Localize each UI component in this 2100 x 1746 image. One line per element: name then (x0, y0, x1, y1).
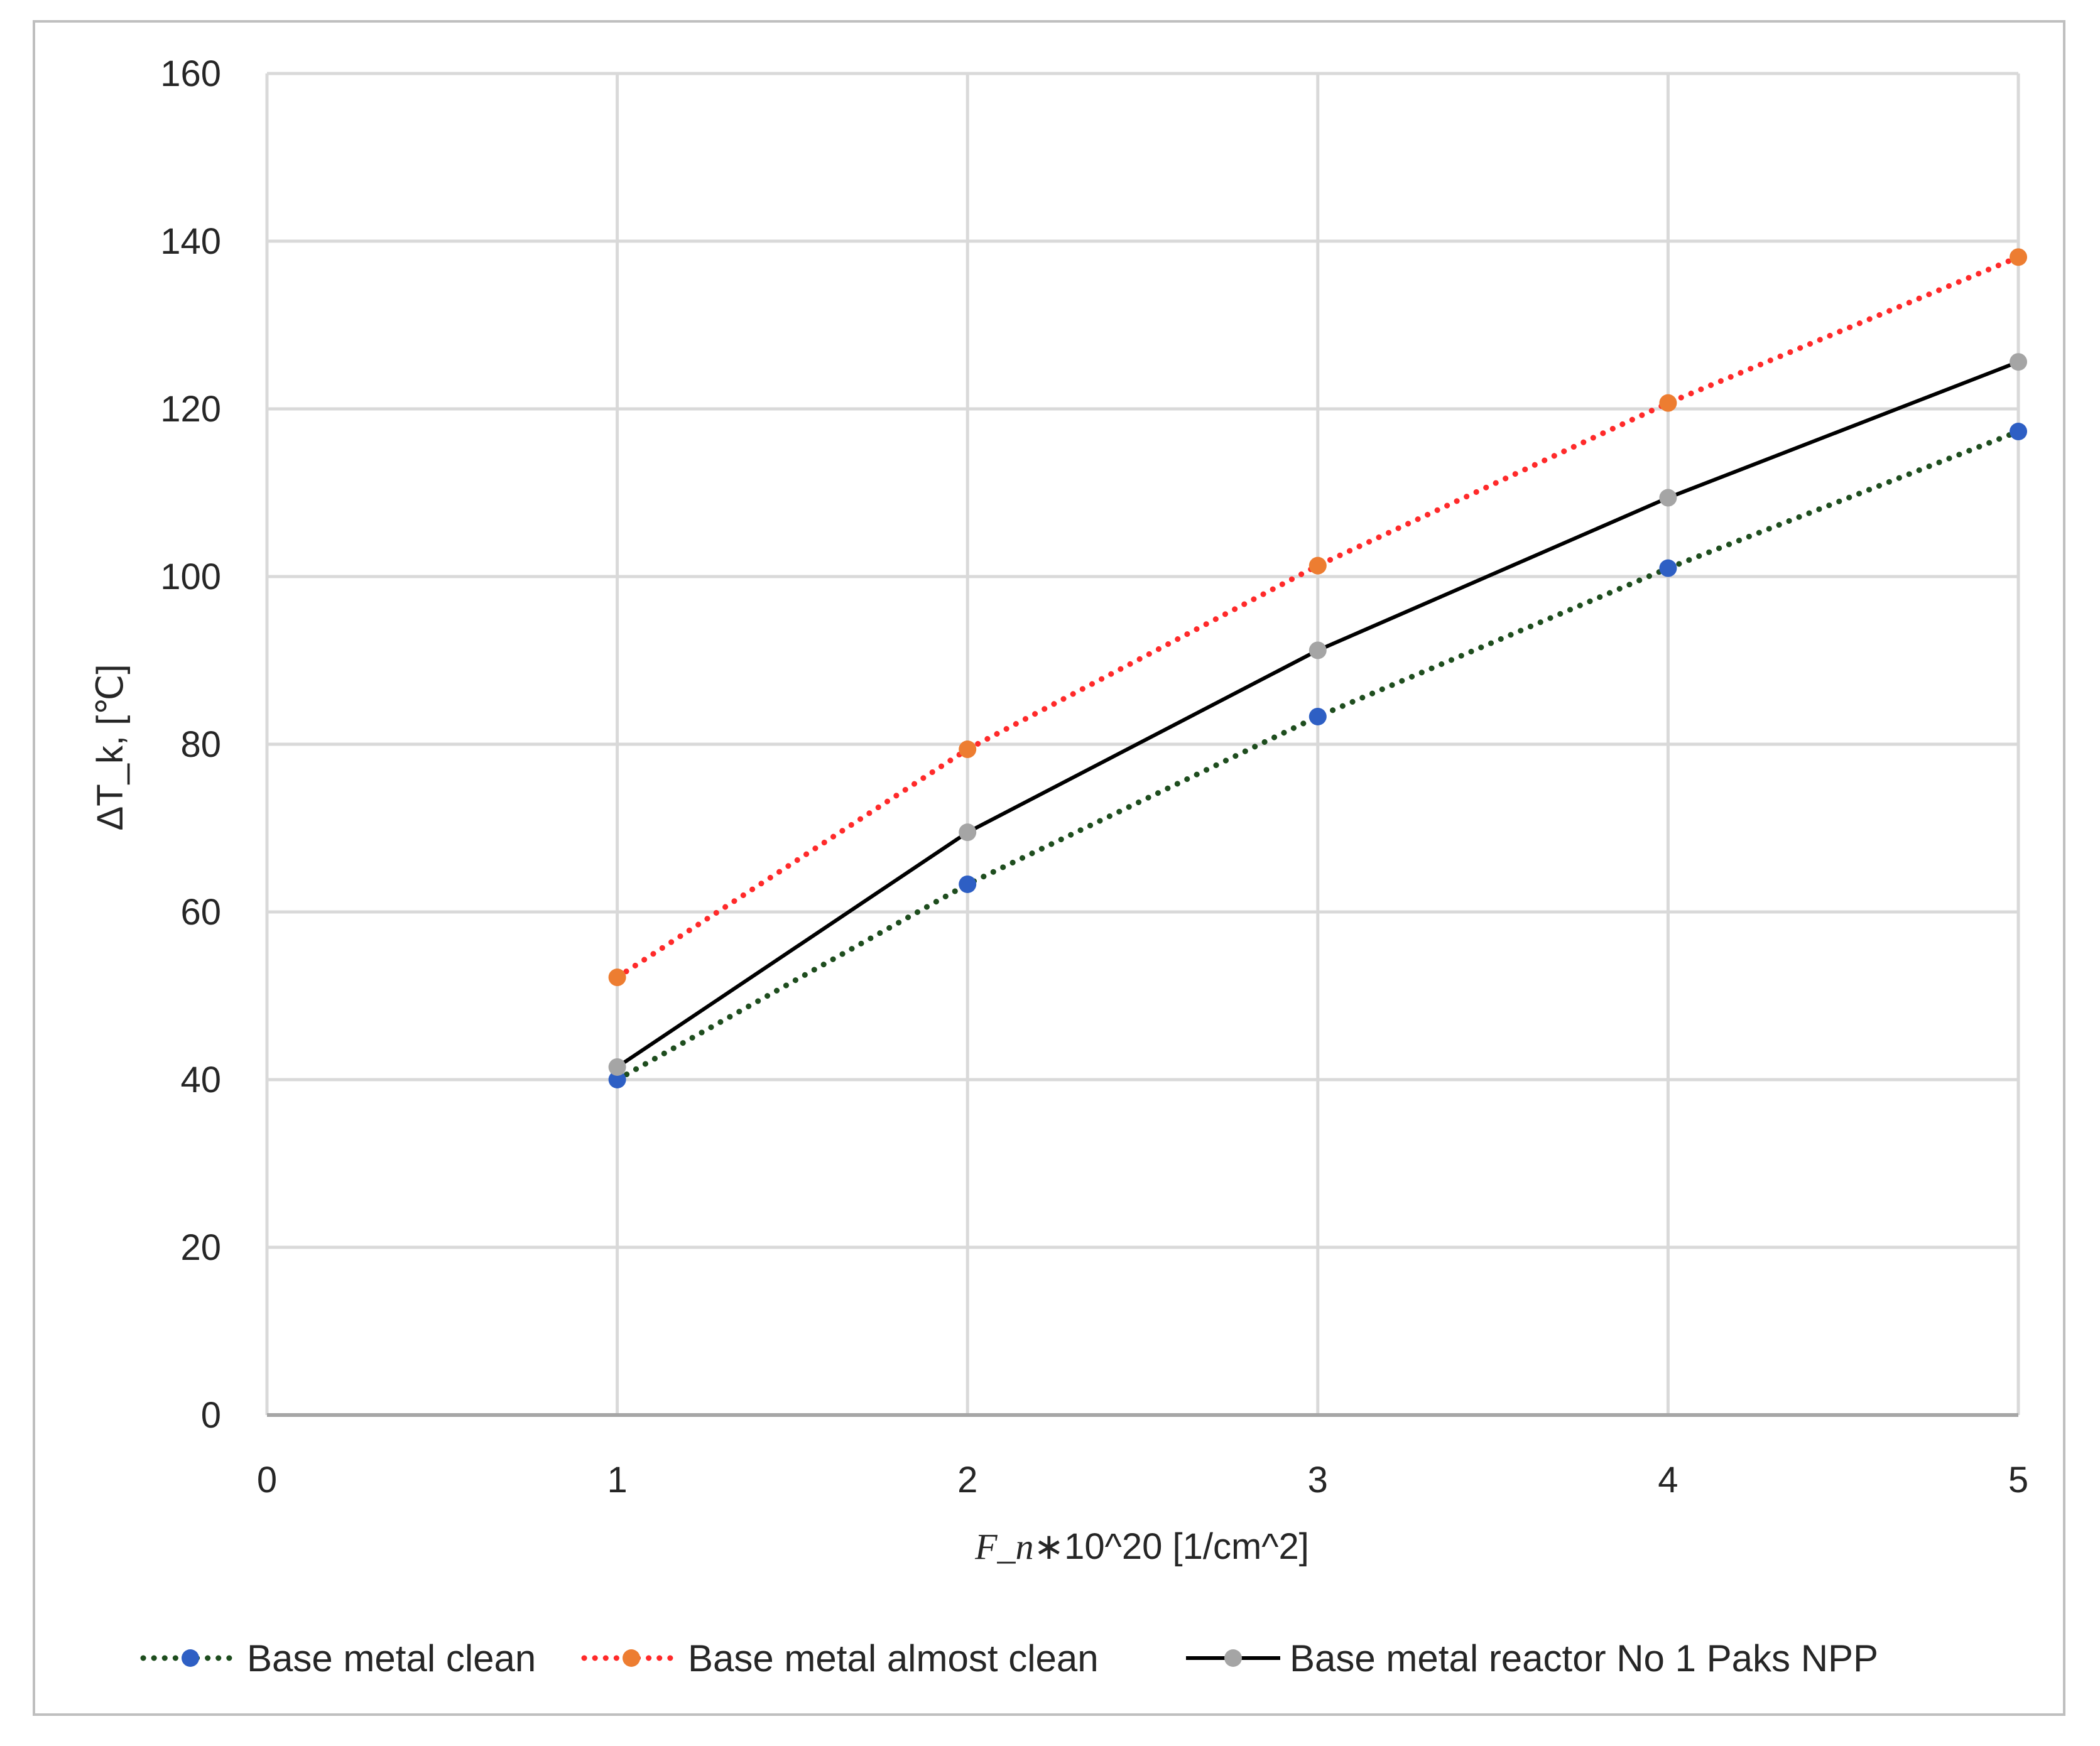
legend-label-2: Base metal almost clean (688, 1637, 1099, 1679)
y-tick-label: 20 (180, 1227, 221, 1268)
legend-marker-2 (623, 1649, 640, 1667)
chart-frame (33, 20, 2065, 1716)
data-point (1308, 641, 1327, 659)
data-point (1308, 556, 1327, 575)
y-tick-label: 120 (160, 389, 221, 430)
y-axis-title: ΔT_k, [℃] (90, 664, 131, 830)
legend-label-3: Base metal reactor No 1 Paks NPP (1290, 1637, 1878, 1679)
series-line-2 (614, 254, 2021, 980)
y-tick-label: 160 (160, 53, 221, 94)
data-point (2010, 423, 2027, 441)
x-tick-label: 4 (1658, 1460, 1678, 1500)
series (608, 248, 2027, 1088)
data-point (1659, 489, 1677, 507)
y-tick-label: 0 (201, 1395, 221, 1436)
y-tick-labels: 0 20 40 60 80 100 120 140 160 (160, 53, 221, 1436)
y-tick-label: 60 (180, 892, 221, 933)
x-axis-title: F_n∗10^20 [1/cm^2] (974, 1526, 1309, 1567)
data-point (1308, 707, 1327, 725)
x-tick-label: 0 (257, 1460, 277, 1500)
data-point (959, 875, 977, 893)
legend-marker-3 (1224, 1649, 1242, 1667)
x-tick-label: 2 (957, 1460, 977, 1500)
x-axis-title-units: ∗10^20 [1/cm^2] (1034, 1526, 1309, 1567)
data-point (608, 968, 626, 987)
x-axis-title-symbol: F_n (974, 1526, 1033, 1567)
legend: Base metal clean Base metal almost clean B… (140, 1637, 1878, 1679)
legend-label-1: Base metal clean (247, 1637, 536, 1679)
data-point (2010, 353, 2027, 371)
data-point (959, 823, 977, 842)
legend-marker-1 (182, 1649, 199, 1667)
x-tick-label: 3 (1308, 1460, 1328, 1500)
grid (265, 72, 2020, 1415)
data-point (959, 740, 977, 759)
data-point (608, 1071, 626, 1088)
y-tick-label: 140 (160, 221, 221, 262)
data-point (1659, 394, 1677, 412)
data-point (608, 1058, 626, 1076)
x-tick-label: 1 (607, 1460, 627, 1500)
data-point (2010, 248, 2027, 266)
y-tick-label: 80 (180, 724, 221, 765)
x-tick-label: 5 (2008, 1460, 2028, 1500)
y-tick-label: 100 (160, 556, 221, 597)
y-tick-label: 40 (180, 1060, 221, 1100)
data-point (1659, 559, 1677, 577)
x-tick-labels: 0 1 2 3 4 5 (257, 1460, 2028, 1500)
series-line-1 (614, 428, 2021, 1083)
